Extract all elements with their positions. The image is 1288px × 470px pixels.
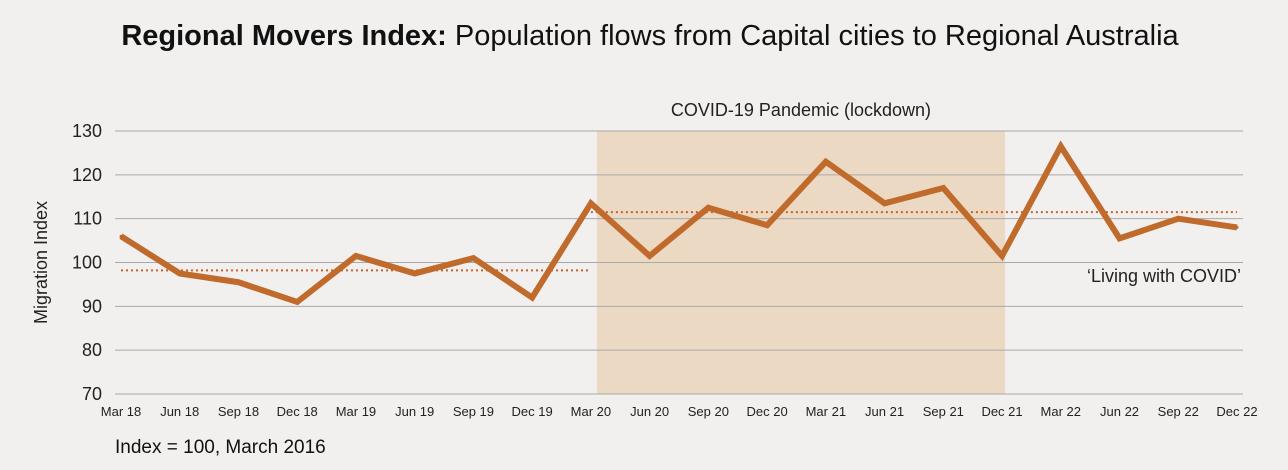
x-tick-label: Sep 20 — [688, 404, 729, 419]
data-point — [706, 206, 710, 210]
data-point — [354, 254, 358, 258]
y-tick-label: 100 — [72, 253, 102, 273]
data-point — [824, 160, 828, 164]
chart-title: Regional Movers Index: Population flows … — [0, 20, 1288, 53]
data-point — [1000, 254, 1004, 258]
data-point — [413, 271, 417, 275]
x-tick-label: Dec 19 — [512, 404, 553, 419]
data-point — [883, 201, 887, 205]
y-tick-label: 80 — [82, 340, 102, 360]
x-tick-label: Mar 18 — [101, 404, 141, 419]
x-tick-label: Mar 19 — [336, 404, 376, 419]
data-point — [589, 201, 593, 205]
x-tick-label: Jun 18 — [160, 404, 199, 419]
x-tick-label: Dec 20 — [747, 404, 788, 419]
migration-index-line — [119, 140, 1238, 306]
y-tick-label: 120 — [72, 165, 102, 185]
data-point — [765, 223, 769, 227]
data-point — [648, 254, 652, 258]
data-point — [941, 186, 945, 190]
x-tick-label: Mar 22 — [1041, 404, 1081, 419]
x-tick-label: Dec 22 — [1216, 404, 1257, 419]
x-tick-label: Jun 20 — [630, 404, 669, 419]
y-tick-label: 110 — [73, 209, 102, 229]
y-tick-label: 90 — [82, 296, 102, 316]
chart-title-rest: Population flows from Capital cities to … — [446, 20, 1179, 52]
x-tick-label: Sep 18 — [218, 404, 259, 419]
x-tick-label: Sep 22 — [1158, 404, 1199, 419]
shaded-region-label: COVID-19 Pandemic (lockdown) — [671, 100, 931, 120]
x-tick-label: Jun 22 — [1100, 404, 1139, 419]
footnote: Index = 100, March 2016 — [115, 437, 326, 458]
x-tick-label: Sep 21 — [923, 404, 964, 419]
data-point — [1176, 217, 1180, 221]
data-point — [236, 280, 240, 284]
chart-title-bold: Regional Movers Index: — [121, 20, 447, 52]
data-point — [1118, 236, 1122, 240]
y-axis-label: Migration Index — [31, 201, 51, 324]
y-tick-label: 70 — [82, 384, 102, 404]
x-tick-label: Mar 20 — [571, 404, 611, 419]
x-tick-label: Dec 18 — [277, 404, 318, 419]
data-point — [295, 300, 299, 304]
y-tick-label: 130 — [72, 121, 102, 141]
data-point — [1059, 144, 1063, 148]
living-with-covid-annotation: ‘Living with COVID’ — [1087, 266, 1241, 286]
x-tick-label: Jun 21 — [865, 404, 904, 419]
data-point — [1235, 225, 1239, 229]
data-point — [178, 271, 182, 275]
data-point — [471, 256, 475, 260]
x-tick-label: Sep 19 — [453, 404, 494, 419]
x-tick-label: Jun 19 — [395, 404, 434, 419]
data-point — [530, 296, 534, 300]
x-tick-label: Dec 21 — [981, 404, 1022, 419]
data-point — [119, 234, 123, 238]
x-tick-label: Mar 21 — [806, 404, 846, 419]
